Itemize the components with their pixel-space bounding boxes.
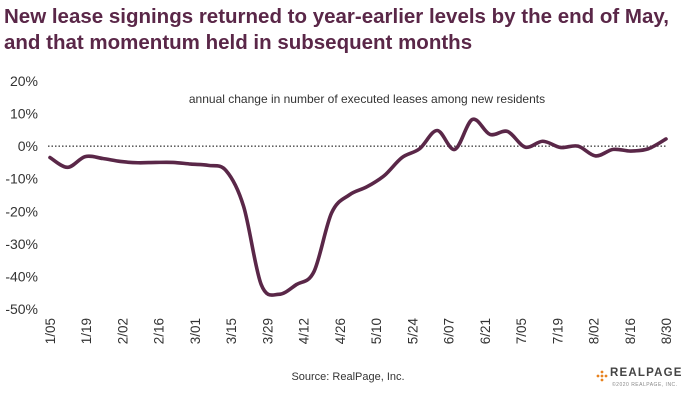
series-group	[48, 117, 668, 297]
x-tick-label: 8/16	[623, 318, 638, 344]
chart-title: New lease signings returned to year-earl…	[4, 5, 669, 54]
x-tick-label: 6/07	[442, 318, 457, 344]
x-tick-label: 1/19	[79, 318, 94, 344]
logo-dots-icon	[596, 370, 608, 382]
y-tick-label: 0%	[18, 138, 38, 154]
y-tick-label: -20%	[5, 203, 38, 219]
x-tick-label: 5/24	[405, 318, 420, 345]
x-tick-label: 4/26	[333, 318, 348, 344]
x-tick-label: 8/30	[659, 318, 674, 344]
logo-wordmark: REALPAGE	[610, 367, 683, 379]
logo-copyright: ©2020 REALPAGE, INC.	[612, 382, 678, 388]
x-axis: 1/05 1/19 2/02 2/16 3/01 3/15 3/29 4/12 4/26 5/10…	[43, 318, 674, 345]
y-axis: 20% 10% 0% -10% -20% -30% -40% -50%	[5, 73, 38, 317]
x-tick-label: 2/02	[115, 318, 130, 344]
x-tick-label: 1/05	[43, 318, 58, 344]
x-tick-label: 7/05	[514, 318, 529, 344]
x-tick-label: 2/16	[152, 318, 167, 344]
chart-subtitle: annual change in number of executed leas…	[189, 92, 545, 106]
source-note: Source: RealPage, Inc.	[291, 371, 405, 383]
y-tick-label: 10%	[10, 106, 38, 122]
x-tick-label: 3/01	[188, 318, 203, 344]
y-tick-label: -40%	[5, 268, 38, 284]
x-tick-label: 3/29	[260, 318, 275, 344]
y-tick-label: 20%	[10, 73, 38, 89]
x-tick-label: 6/21	[478, 318, 493, 344]
x-tick-label: 4/12	[297, 318, 312, 344]
x-tick-label: 5/10	[369, 318, 384, 344]
x-tick-label: 8/02	[587, 318, 602, 344]
realpage-logo: REALPAGE ©2020 REALPAGE, INC.	[596, 367, 692, 393]
y-tick-label: -50%	[5, 301, 38, 317]
y-tick-label: -10%	[5, 171, 38, 187]
x-tick-label: 3/15	[224, 318, 239, 344]
x-tick-label: 7/19	[550, 318, 565, 344]
series-line	[48, 117, 668, 297]
y-tick-label: -30%	[5, 236, 38, 252]
